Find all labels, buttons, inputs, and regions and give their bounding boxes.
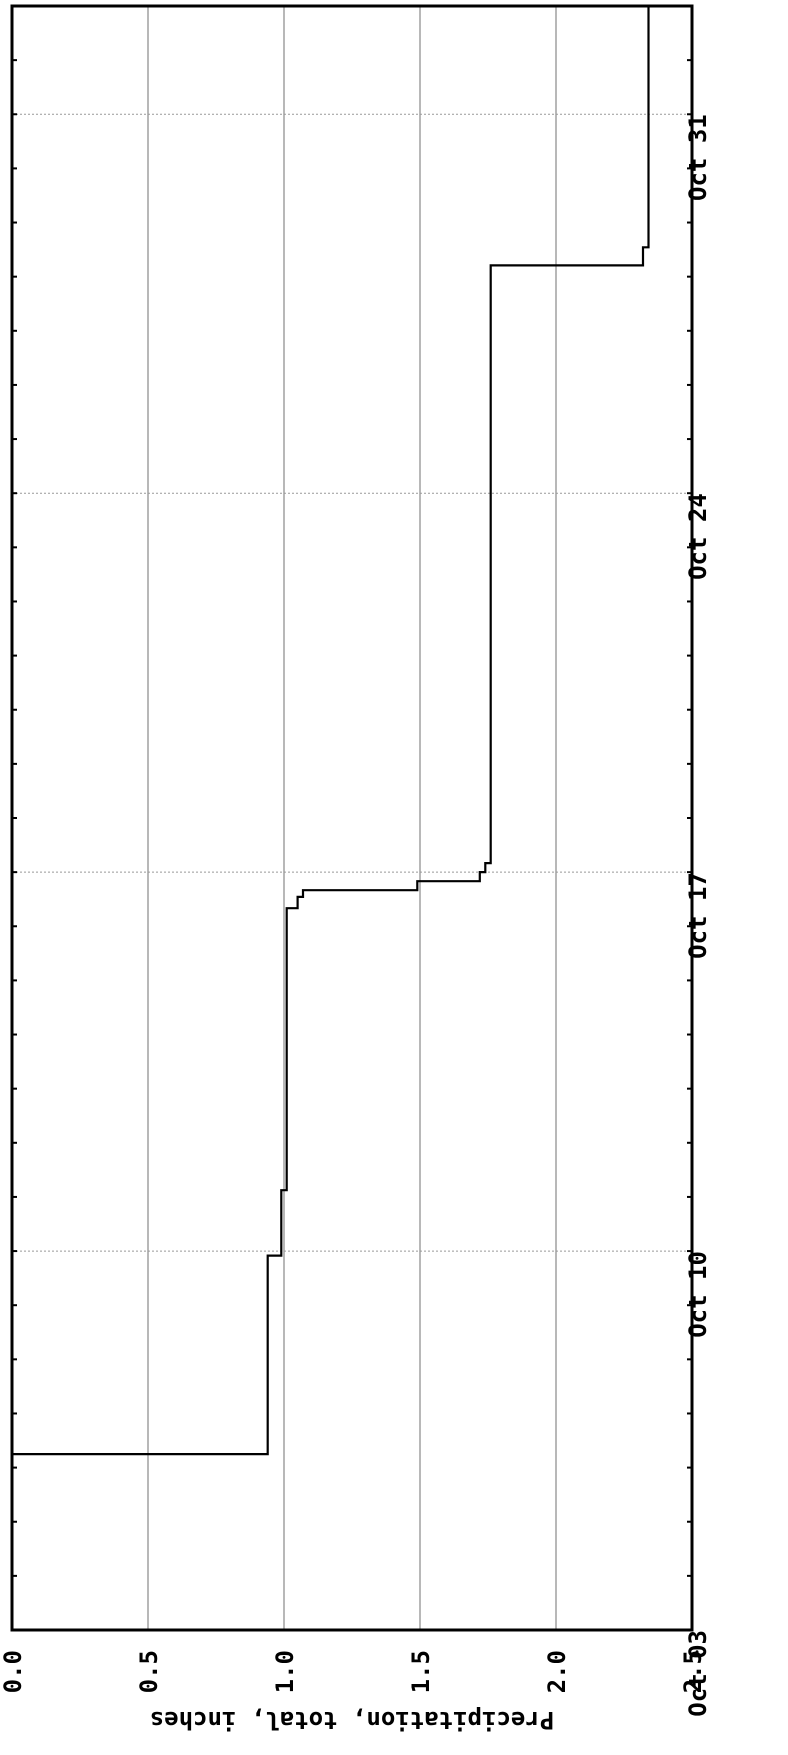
x-tick-label: Oct 10 <box>684 1251 712 1338</box>
y-tick-label: 2.5 <box>679 1650 707 1693</box>
x-tick-label: Oct 31 <box>684 114 712 201</box>
y-axis-title: Precipitation, total, inches <box>150 1706 555 1734</box>
y-tick-label: 0.0 <box>0 1650 27 1693</box>
x-tick-label: Oct 03 <box>684 1630 712 1717</box>
plot-frame <box>10 4 694 1632</box>
y-tick-label: 1.5 <box>407 1650 435 1693</box>
x-tick-label: Oct 24 <box>684 493 712 580</box>
y-tick-label: 0.5 <box>135 1650 163 1693</box>
series-line <box>10 6 650 1630</box>
x-tick-label: Oct 17 <box>684 872 712 959</box>
y-tick-label: 2.0 <box>543 1650 571 1693</box>
y-tick-label: 1.0 <box>271 1650 299 1693</box>
